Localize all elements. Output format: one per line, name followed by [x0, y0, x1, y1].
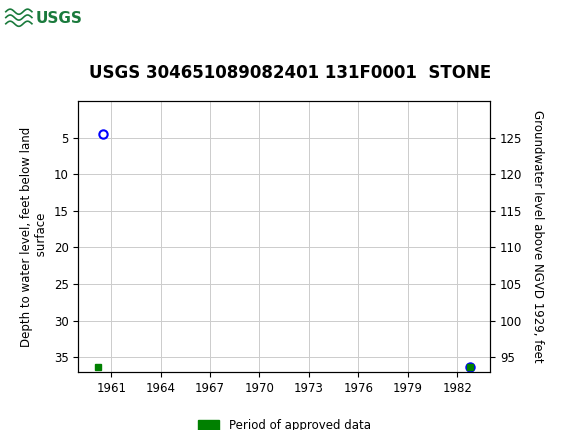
Y-axis label: Groundwater level above NGVD 1929, feet: Groundwater level above NGVD 1929, feet: [531, 110, 543, 363]
FancyBboxPatch shape: [5, 3, 71, 34]
Text: USGS 304651089082401 131F0001  STONE: USGS 304651089082401 131F0001 STONE: [89, 64, 491, 82]
Y-axis label: Depth to water level, feet below land
 surface: Depth to water level, feet below land su…: [20, 126, 48, 347]
Legend: Period of approved data: Period of approved data: [193, 414, 375, 430]
Text: USGS: USGS: [36, 11, 83, 26]
